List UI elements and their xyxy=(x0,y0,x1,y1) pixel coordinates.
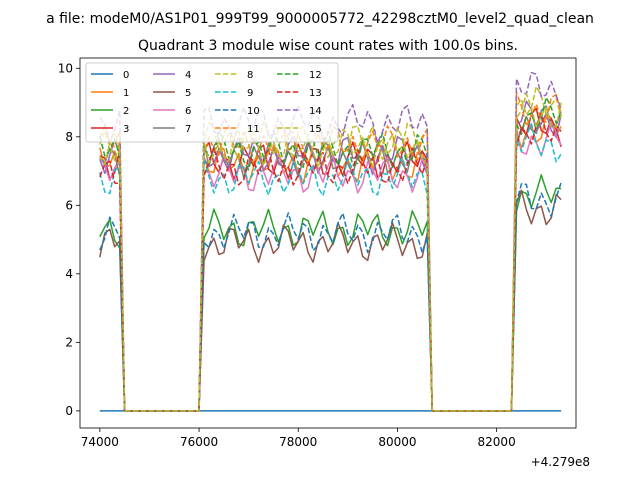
legend-label: 10 xyxy=(247,106,260,117)
x-offset-label: +4.279e8 xyxy=(531,455,590,469)
y-tick-label: 4 xyxy=(65,267,73,281)
legend-label: 14 xyxy=(309,106,322,117)
y-tick-label: 2 xyxy=(65,335,73,349)
legend-label: 2 xyxy=(123,106,129,117)
x-tick-label: 78000 xyxy=(279,435,317,449)
legend-label: 1 xyxy=(123,88,129,99)
x-tick-label: 74000 xyxy=(81,435,119,449)
legend-label: 8 xyxy=(247,70,253,81)
figure-suptitle: a file: modeM0/AS1P01_999T99_9000005772_… xyxy=(46,11,594,27)
y-tick-label: 10 xyxy=(58,61,73,75)
legend-label: 15 xyxy=(309,124,322,135)
chart-title: Quadrant 3 module wise count rates with … xyxy=(138,38,518,54)
legend-label: 5 xyxy=(185,88,191,99)
y-tick-label: 8 xyxy=(65,130,73,144)
plot-frame xyxy=(79,57,577,429)
legend-label: 9 xyxy=(247,88,253,99)
x-tick-label: 82000 xyxy=(478,435,516,449)
legend-label: 3 xyxy=(123,124,129,135)
legend-label: 4 xyxy=(185,70,191,81)
y-tick-label: 6 xyxy=(65,198,73,212)
legend-label: 11 xyxy=(247,124,260,135)
legend-label: 7 xyxy=(185,124,191,135)
x-tick-label: 80000 xyxy=(378,435,416,449)
legend-label: 6 xyxy=(185,106,191,117)
legend-label: 12 xyxy=(309,70,322,81)
legend-frame xyxy=(85,62,339,143)
legend-label: 0 xyxy=(123,70,129,81)
y-tick-label: 0 xyxy=(65,404,73,418)
legend-label: 13 xyxy=(309,88,322,99)
x-tick-label: 76000 xyxy=(180,435,218,449)
